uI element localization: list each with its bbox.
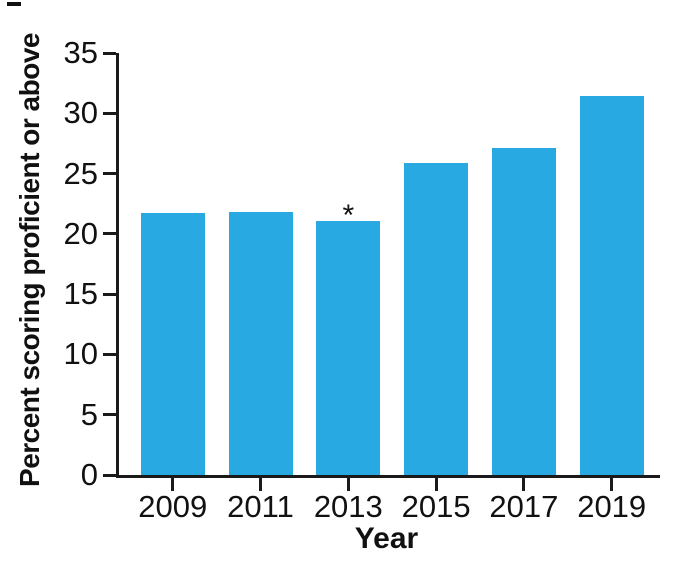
x-axis-tick	[522, 478, 526, 491]
x-tick-label: 2011	[227, 489, 294, 524]
y-axis-tick	[103, 232, 116, 236]
bar-2009	[140, 213, 205, 475]
plot-area: 0 5 10 15 20 25 30 35 2009 2011 2013 * 2015 2017 2019	[64, 37, 660, 524]
y-tick-label: 20	[63, 215, 98, 251]
bar-2011	[228, 212, 293, 475]
y-axis-tick	[103, 413, 116, 417]
y-tick-label: 15	[63, 276, 98, 312]
y-tick-label: 25	[63, 155, 98, 191]
y-axis-tick	[103, 352, 116, 356]
y-axis-tick	[103, 292, 116, 296]
bar-2017	[491, 148, 556, 475]
y-axis-tick	[103, 473, 116, 477]
x-tick-label: 2013	[313, 489, 383, 524]
x-axis-tick	[259, 478, 262, 491]
crop-artifact-dash	[7, 2, 21, 6]
y-tick-label: 10	[63, 336, 98, 372]
x-tick-label: 2017	[489, 489, 559, 524]
x-axis-tick	[434, 478, 438, 491]
x-tick-label: 2009	[138, 489, 208, 524]
bar-2013	[316, 220, 381, 475]
bar-2019	[579, 96, 644, 475]
x-tick-label: 2019	[577, 489, 647, 524]
y-axis-tick	[103, 51, 116, 55]
y-axis-tick	[103, 111, 116, 115]
y-axis-tick	[103, 172, 116, 176]
x-axis-tick	[171, 478, 175, 491]
y-tick-label: 0	[80, 457, 98, 492]
x-axis-tick	[610, 478, 614, 491]
x-axis-tick	[346, 478, 350, 491]
x-axis-title: Year	[354, 522, 419, 555]
y-tick-label: 30	[63, 95, 98, 131]
significance-asterisk: *	[342, 198, 355, 232]
y-tick-label: 5	[80, 396, 98, 432]
y-tick-label: 35	[63, 35, 98, 70]
x-tick-label: 2015	[401, 489, 471, 524]
bar-2015	[404, 162, 469, 475]
